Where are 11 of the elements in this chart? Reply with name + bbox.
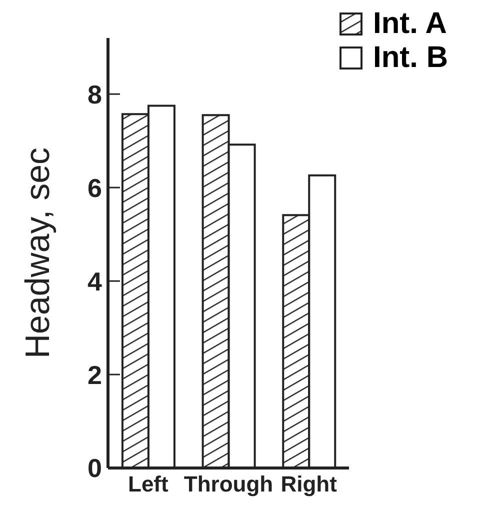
- y-tick-label: 6: [88, 172, 102, 203]
- x-tick-label: Left: [128, 472, 170, 497]
- y-tick-label: 4: [88, 266, 103, 296]
- y-tick-label: 2: [88, 360, 102, 390]
- legend-label: Int. B: [373, 41, 448, 74]
- y-axis-title: Headway, sec: [19, 147, 58, 359]
- y-tick-label: 8: [88, 79, 102, 110]
- legend-label: Int. A: [373, 7, 447, 40]
- y-tick-label: 0: [88, 453, 102, 484]
- x-tick-label: Right: [280, 472, 338, 497]
- x-tick-label: Through: [184, 472, 274, 497]
